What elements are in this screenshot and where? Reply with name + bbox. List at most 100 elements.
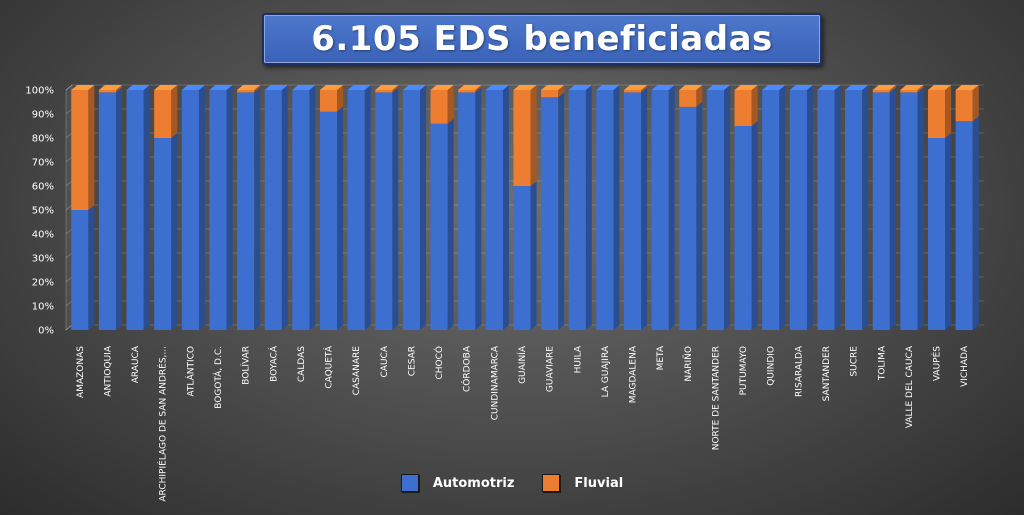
category-label: GUAINÍA (516, 345, 528, 384)
bar-automotriz (513, 181, 537, 330)
category-label: CAQUETÁ (323, 345, 335, 388)
bar-automotriz (319, 106, 344, 330)
bar-automotriz-front (789, 90, 807, 330)
bar-fluvial (375, 85, 399, 93)
bar-fluvial-front (927, 90, 946, 138)
category-label: ANTIOQUIA (103, 345, 113, 396)
category-label: LA GUAJIRA (601, 345, 611, 397)
bar-automotriz (375, 87, 399, 331)
bar-automotriz-side (724, 85, 731, 330)
bar-fluvial-top (679, 85, 703, 90)
category-label: CÓRDOBA (461, 345, 473, 392)
category-label: CHOCÓ (433, 346, 445, 380)
bar-automotriz-front (237, 92, 255, 331)
bar-automotriz-side (447, 118, 454, 330)
bar-fluvial-top (541, 85, 565, 90)
category-label: ATLÁNTICO (184, 346, 196, 397)
bar-automotriz-front (71, 210, 89, 330)
bar-fluvial-side (641, 85, 648, 93)
category-label: NARIÑO (683, 346, 694, 382)
bar-fluvial-front (872, 90, 890, 93)
bar-automotriz-top (845, 85, 869, 90)
y-tick-label: 40% (32, 230, 54, 241)
bar-automotriz-front (927, 138, 946, 330)
bar-automotriz (955, 116, 979, 330)
category-label: VALLE DEL CAUCA (905, 345, 915, 428)
category-label: CASANARE (352, 346, 362, 396)
category-label: PUTUMAYO (739, 346, 749, 395)
bar-fluvial-side (530, 85, 537, 186)
bar-automotriz-side (862, 85, 869, 330)
bar-automotriz (817, 85, 841, 330)
bar-automotriz-front (623, 92, 642, 331)
category-label: BOLÍVAR (240, 346, 252, 385)
bar-automotriz-front (98, 92, 117, 331)
y-tick-label: 30% (32, 254, 54, 265)
bar-automotriz (900, 87, 924, 331)
category-label: GUAVIARE (546, 346, 556, 392)
bar-fluvial-front (679, 90, 697, 107)
legend-label-fluvial: Fluvial (574, 475, 624, 491)
bar-fluvial-side (88, 85, 95, 210)
legend-label-automotriz: Automotriz (432, 475, 515, 491)
bar-automotriz-top (762, 85, 786, 90)
bar-automotriz-side (364, 85, 371, 330)
bar-automotriz (209, 85, 233, 330)
bar-automotriz (568, 85, 592, 330)
category-label: CALDAS (297, 346, 307, 382)
bar-automotriz-front (955, 121, 973, 330)
category-label: ARAUCA (131, 345, 141, 383)
bar-fluvial (71, 85, 95, 210)
bar-automotriz-side (558, 92, 565, 330)
bar-fluvial-top (872, 85, 896, 90)
bar-automotriz (347, 85, 371, 330)
category-label: CESAR (407, 346, 417, 376)
bar-fluvial (955, 85, 979, 122)
bar-fluvial-top (98, 85, 123, 90)
bar-automotriz-front (181, 90, 199, 330)
bar-automotriz-side (88, 205, 95, 330)
category-label: TOLIMA (877, 345, 887, 381)
bar-automotriz-front (541, 97, 559, 330)
bar-fluvial (319, 85, 344, 112)
bar-automotriz-top (817, 85, 841, 90)
y-tick-label: 90% (32, 110, 54, 121)
bar-fluvial-top (154, 85, 178, 90)
bar-fluvial (900, 85, 924, 93)
bar-automotriz-side (585, 85, 592, 330)
bar-fluvial-side (558, 85, 565, 98)
bar-automotriz (706, 85, 731, 330)
bar-automotriz-front (900, 92, 918, 331)
bar-automotriz-front (596, 90, 614, 330)
bar-automotriz-front (651, 90, 669, 330)
bar-automotriz-front (734, 126, 752, 330)
bar-automotriz-front (762, 90, 780, 330)
category-label: MAGDALENA (629, 345, 639, 403)
bar-fluvial (98, 85, 123, 93)
bar-fluvial-side (392, 85, 399, 93)
bar-fluvial (458, 85, 482, 93)
bar-fluvial-front (319, 90, 338, 112)
bar-automotriz-side (641, 87, 648, 331)
bar-fluvial-top (734, 85, 758, 90)
bar-fluvial-front (955, 90, 973, 122)
bar-automotriz-front (568, 90, 586, 330)
bar-automotriz (872, 87, 896, 331)
y-tick-label: 0% (38, 326, 54, 337)
y-tick-label: 10% (32, 302, 54, 313)
bar-automotriz-front (375, 92, 393, 331)
bar-automotriz (541, 92, 565, 330)
bar-automotriz-top (126, 85, 150, 90)
bar-automotriz-side (668, 85, 675, 330)
bar-fluvial-front (71, 90, 89, 210)
bar-automotriz (845, 85, 869, 330)
chart-title-box: 6.105 EDS beneficiadas (262, 13, 822, 65)
bar-automotriz-side (889, 87, 896, 331)
bar-automotriz-top (596, 85, 620, 90)
bar-fluvial-front (513, 90, 531, 186)
bar-automotriz (458, 87, 482, 331)
bar-fluvial (154, 85, 178, 138)
bar-fluvial-top (513, 85, 537, 90)
bar-fluvial-front (734, 90, 752, 126)
